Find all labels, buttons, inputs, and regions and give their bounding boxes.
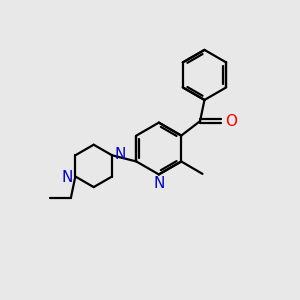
Text: N: N (61, 169, 73, 184)
Text: N: N (153, 176, 164, 191)
Text: N: N (114, 147, 126, 162)
Text: O: O (225, 114, 237, 129)
